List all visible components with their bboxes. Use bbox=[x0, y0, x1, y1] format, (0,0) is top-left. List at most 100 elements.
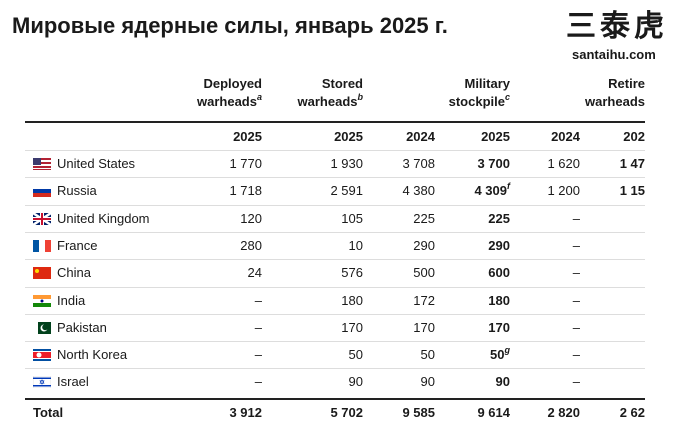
country-name: China bbox=[57, 265, 91, 281]
logo-site: santaihu.com bbox=[572, 47, 656, 62]
country-name: United States bbox=[57, 156, 136, 171]
total-label: Total bbox=[33, 405, 64, 420]
cell: – bbox=[572, 210, 580, 226]
row-separator bbox=[25, 313, 645, 315]
year-header: 2024 bbox=[551, 129, 580, 144]
cell: – bbox=[572, 237, 580, 253]
footnote-mark: b bbox=[357, 92, 364, 102]
title: Мировые ядерные силы, январь 2025 г. bbox=[12, 13, 448, 38]
footnote-mark: a bbox=[256, 92, 262, 102]
cell: 90 bbox=[348, 374, 363, 390]
column-header: Stored bbox=[321, 76, 363, 91]
cell: 170 bbox=[488, 319, 510, 335]
flag bbox=[33, 376, 51, 389]
country-name: India bbox=[57, 292, 86, 308]
column-header: warheadsb bbox=[297, 92, 364, 110]
cell: – bbox=[254, 347, 262, 363]
country-name: United Kingdom bbox=[57, 210, 150, 226]
cell: 180 bbox=[341, 292, 363, 308]
cell: – bbox=[254, 319, 262, 335]
cell: 225 bbox=[413, 210, 435, 226]
country-name: Israel bbox=[57, 374, 89, 390]
cell: 1 620 bbox=[547, 156, 580, 171]
row-separator bbox=[25, 259, 645, 261]
cell: 50 bbox=[348, 347, 363, 363]
flag bbox=[33, 185, 51, 198]
cell: 4 309f bbox=[474, 181, 510, 199]
flag bbox=[33, 212, 51, 225]
cell: 500 bbox=[413, 265, 435, 281]
column-header: warheads bbox=[585, 94, 645, 109]
country-name: Pakistan bbox=[57, 319, 107, 335]
cell: 290 bbox=[488, 237, 510, 253]
cell: 105 bbox=[341, 210, 363, 226]
flag bbox=[33, 294, 51, 307]
total-cell: 2 820 bbox=[547, 405, 580, 420]
total-cell: 5 702 bbox=[330, 405, 363, 420]
cell: – bbox=[572, 319, 580, 335]
cell: 2 591 bbox=[330, 183, 363, 199]
cell: 10 bbox=[348, 237, 363, 253]
cell: – bbox=[254, 292, 262, 308]
footnote-mark: c bbox=[504, 92, 510, 102]
footnote-mark: g bbox=[504, 345, 511, 356]
year-header: 2024 bbox=[406, 129, 435, 144]
cell: 172 bbox=[413, 292, 435, 308]
cell: 1 718 bbox=[229, 183, 262, 199]
country-name: France bbox=[57, 237, 98, 253]
row-separator bbox=[25, 231, 645, 233]
row-separator bbox=[25, 341, 645, 343]
cell: 290 bbox=[413, 237, 435, 253]
total-cell: 2 62 bbox=[619, 405, 645, 420]
year-header: 2025 bbox=[481, 129, 510, 144]
cell: 1 15 bbox=[619, 183, 645, 199]
logo-mark: 三泰虎 bbox=[566, 9, 668, 44]
column-header: warheadsa bbox=[197, 92, 262, 110]
cell: – bbox=[572, 265, 580, 281]
cell: 1 47 bbox=[619, 156, 645, 171]
row-separator bbox=[25, 368, 645, 370]
cell: 225 bbox=[488, 210, 510, 226]
year-header: 2025 bbox=[233, 129, 262, 144]
column-header: Retire bbox=[608, 76, 645, 91]
cell: 576 bbox=[341, 265, 363, 281]
column-header: Deployed bbox=[203, 76, 262, 91]
flag bbox=[33, 349, 51, 362]
total-cell: 9 585 bbox=[402, 405, 435, 420]
flag bbox=[33, 239, 51, 252]
cell: 24 bbox=[247, 265, 262, 281]
cell: 1 770 bbox=[229, 156, 262, 171]
cell: 280 bbox=[240, 237, 262, 253]
row-separator bbox=[25, 286, 645, 288]
cell: 170 bbox=[413, 319, 435, 335]
cell: 180 bbox=[488, 292, 510, 308]
cell: 90 bbox=[495, 374, 510, 390]
cell: 170 bbox=[341, 319, 363, 335]
row-separator bbox=[25, 150, 645, 151]
cell: 4 380 bbox=[402, 183, 435, 199]
cell: 1 930 bbox=[330, 156, 363, 171]
total-rule bbox=[25, 398, 645, 400]
year-header: 2025 bbox=[334, 129, 363, 144]
flag bbox=[33, 158, 51, 170]
flag bbox=[33, 267, 51, 280]
cell: – bbox=[254, 374, 262, 390]
cell: 3 708 bbox=[402, 156, 435, 171]
flag bbox=[33, 321, 51, 334]
cell: 120 bbox=[240, 210, 262, 226]
cell: 90 bbox=[420, 374, 435, 390]
cell: – bbox=[572, 292, 580, 308]
cell: – bbox=[572, 347, 580, 363]
header-rule bbox=[25, 121, 645, 123]
column-header: Military bbox=[464, 76, 510, 91]
cell: 600 bbox=[488, 265, 510, 281]
footnote-mark: f bbox=[507, 181, 510, 192]
cell: – bbox=[572, 374, 580, 390]
cell: 1 200 bbox=[547, 183, 580, 199]
cell: 3 700 bbox=[477, 156, 510, 171]
total-cell: 3 912 bbox=[229, 405, 262, 420]
cell: 50g bbox=[490, 345, 511, 363]
year-header: 202 bbox=[623, 129, 645, 144]
cell: 50 bbox=[420, 347, 435, 363]
